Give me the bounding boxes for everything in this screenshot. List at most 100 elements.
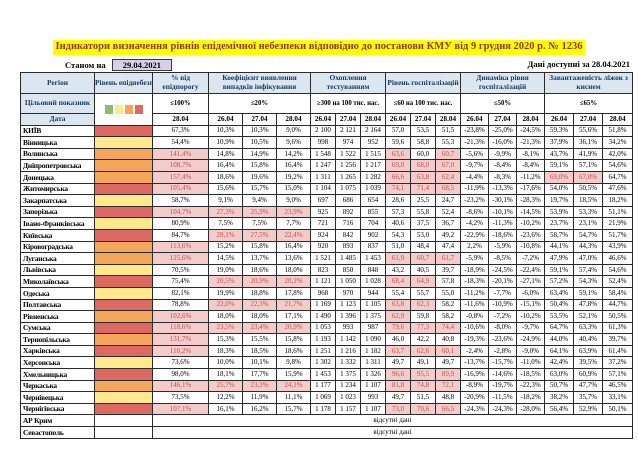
value-cell: 108,7% <box>152 159 209 172</box>
value-cell: 64,7% <box>544 321 575 335</box>
value-cell: 1 515 <box>359 147 387 161</box>
value-cell: 59,1% <box>573 286 604 300</box>
value-cell: 1 326 <box>359 368 387 381</box>
value-cell: 920 <box>310 240 336 254</box>
value-cell: 721 <box>310 217 336 230</box>
value-cell: 1 039 <box>359 182 387 196</box>
date-header-5-0: 26.04 <box>544 112 575 126</box>
value-cell: 974 <box>335 136 361 149</box>
value-cell: 63,6 <box>385 147 412 161</box>
value-cell: 14,8% <box>208 147 243 161</box>
no-data-cell: відсутні дані <box>151 426 634 439</box>
region-name-cell: Дніпропетровська <box>20 159 95 172</box>
table-row: Севастополь відсутні дані <box>20 426 634 439</box>
date-header-1-0: 26.04 <box>208 112 243 126</box>
value-cell: 15,8% <box>242 159 277 172</box>
value-cell: -19,3% <box>460 333 490 346</box>
table-row: Івано-Франківська 80,9% 7,5% 7,5% 7,7% 721 716… <box>20 217 634 230</box>
region-name-cell: Волинська <box>20 147 95 161</box>
value-cell: -7,2% <box>516 252 546 265</box>
value-cell: 47,6% <box>602 182 634 196</box>
value-cell: 57,8 <box>435 275 462 288</box>
value-cell: 24,1% <box>276 379 311 393</box>
value-cell: 54,3% <box>573 275 604 288</box>
table-row: АР Крим відсутні дані <box>20 414 634 428</box>
value-cell: -8,3% <box>488 170 518 184</box>
value-cell: 9,0% <box>276 124 311 138</box>
no-data-cell: відсутні дані <box>151 414 634 428</box>
value-cell: 68,4 <box>385 275 412 288</box>
table-row: Львівська 70,5% 19,0% 18,6% 18,0% 823 850 848 43… <box>20 263 634 277</box>
group-header-2: Охоплення тестуванням <box>309 71 387 94</box>
value-cell: 1 069 <box>310 391 336 404</box>
value-cell: 19,7% <box>544 194 575 207</box>
value-cell: 74,4 <box>435 321 462 335</box>
value-cell: 15,8% <box>242 240 277 254</box>
region-name-cell: Чернівецька <box>20 391 95 404</box>
level-cell <box>94 194 153 207</box>
region-name-cell: Донецька <box>20 170 95 184</box>
group-target-2: ≥300 на 100 тис. нас. <box>309 92 387 114</box>
value-cell: 47,9% <box>544 252 575 265</box>
value-cell: 15,5% <box>242 333 277 346</box>
value-cell: 1 107 <box>359 402 387 416</box>
value-cell: 95,5 <box>410 368 437 381</box>
value-cell: 58,2 <box>435 310 462 323</box>
value-cell: 968 <box>310 286 336 300</box>
value-cell: 51,5 <box>410 391 437 404</box>
value-cell: -6,0% <box>516 286 546 300</box>
value-cell: 44,7% <box>602 298 634 312</box>
value-cell: 53,5 <box>410 124 437 138</box>
value-cell: 42,2 <box>410 333 437 346</box>
date-header-1-1: 27.04 <box>242 112 277 126</box>
date-header-5-2: 28.04 <box>602 112 634 126</box>
value-cell: 18,6% <box>276 344 311 358</box>
value-cell: 55,4 <box>385 286 412 300</box>
legend-green-swatch <box>104 104 113 114</box>
value-cell: 63,8 <box>385 298 412 312</box>
value-cell: 1 265 <box>335 170 361 184</box>
value-cell: 25,5 <box>410 194 437 207</box>
level-cell <box>94 344 153 358</box>
value-cell: 82,1% <box>152 286 209 300</box>
value-cell: 34,2% <box>602 136 634 149</box>
value-cell: 96,6 <box>385 368 412 381</box>
value-cell: 9,4% <box>242 194 277 207</box>
table-body: КИЇВ 67,3% 10,3% 10,3% 9,0% 2 100 2 121 2 164 57… <box>20 124 634 439</box>
level-cell <box>94 263 153 277</box>
value-cell: -11,9% <box>460 182 490 196</box>
value-cell: 892 <box>335 205 361 219</box>
value-cell: -7,2% <box>488 310 518 323</box>
value-cell: 10,5% <box>242 136 277 149</box>
value-cell: 77,3 <box>410 321 437 335</box>
value-cell: -25,0% <box>488 124 518 138</box>
table-row: Рівненська 102,6% 18,0% 18,0% 17,1% 1 490 1 39… <box>20 310 634 323</box>
as-of-label: Станом на <box>65 59 106 70</box>
value-cell: 54,0% <box>544 182 575 196</box>
value-cell: -8,9% <box>460 379 490 393</box>
value-cell: 40,6 <box>385 217 412 230</box>
value-cell: -15,7% <box>488 356 518 370</box>
value-cell: 15,8% <box>276 333 311 346</box>
value-cell: 952 <box>359 136 387 149</box>
level-cell <box>94 310 153 323</box>
value-cell: 993 <box>335 321 361 335</box>
value-cell: 14,9% <box>242 147 277 161</box>
value-cell: 46,6% <box>602 252 634 265</box>
date-header-4-2: 28.04 <box>516 112 546 126</box>
value-cell: 67,0% <box>573 170 604 184</box>
value-cell: 40,4% <box>573 333 604 346</box>
table-row: Хмельницька 98,0% 18,1% 17,7% 15,9% 1 453 1 37… <box>20 368 634 381</box>
value-cell: 1 453 <box>359 252 387 265</box>
value-cell: 157,4% <box>152 170 209 184</box>
value-cell: 1 169 <box>310 298 336 312</box>
value-cell: 19,9% <box>208 286 243 300</box>
value-cell: 1 193 <box>310 333 336 346</box>
group-header-5: Завантаженість ліжок з киснем <box>544 71 634 94</box>
value-cell: 22,4% <box>276 228 311 242</box>
date-header-3-0: 26.04 <box>385 112 412 126</box>
value-cell: -22,4% <box>516 263 546 277</box>
date-header-4-1: 27.04 <box>488 112 518 126</box>
value-cell: 47,7% <box>573 379 604 393</box>
